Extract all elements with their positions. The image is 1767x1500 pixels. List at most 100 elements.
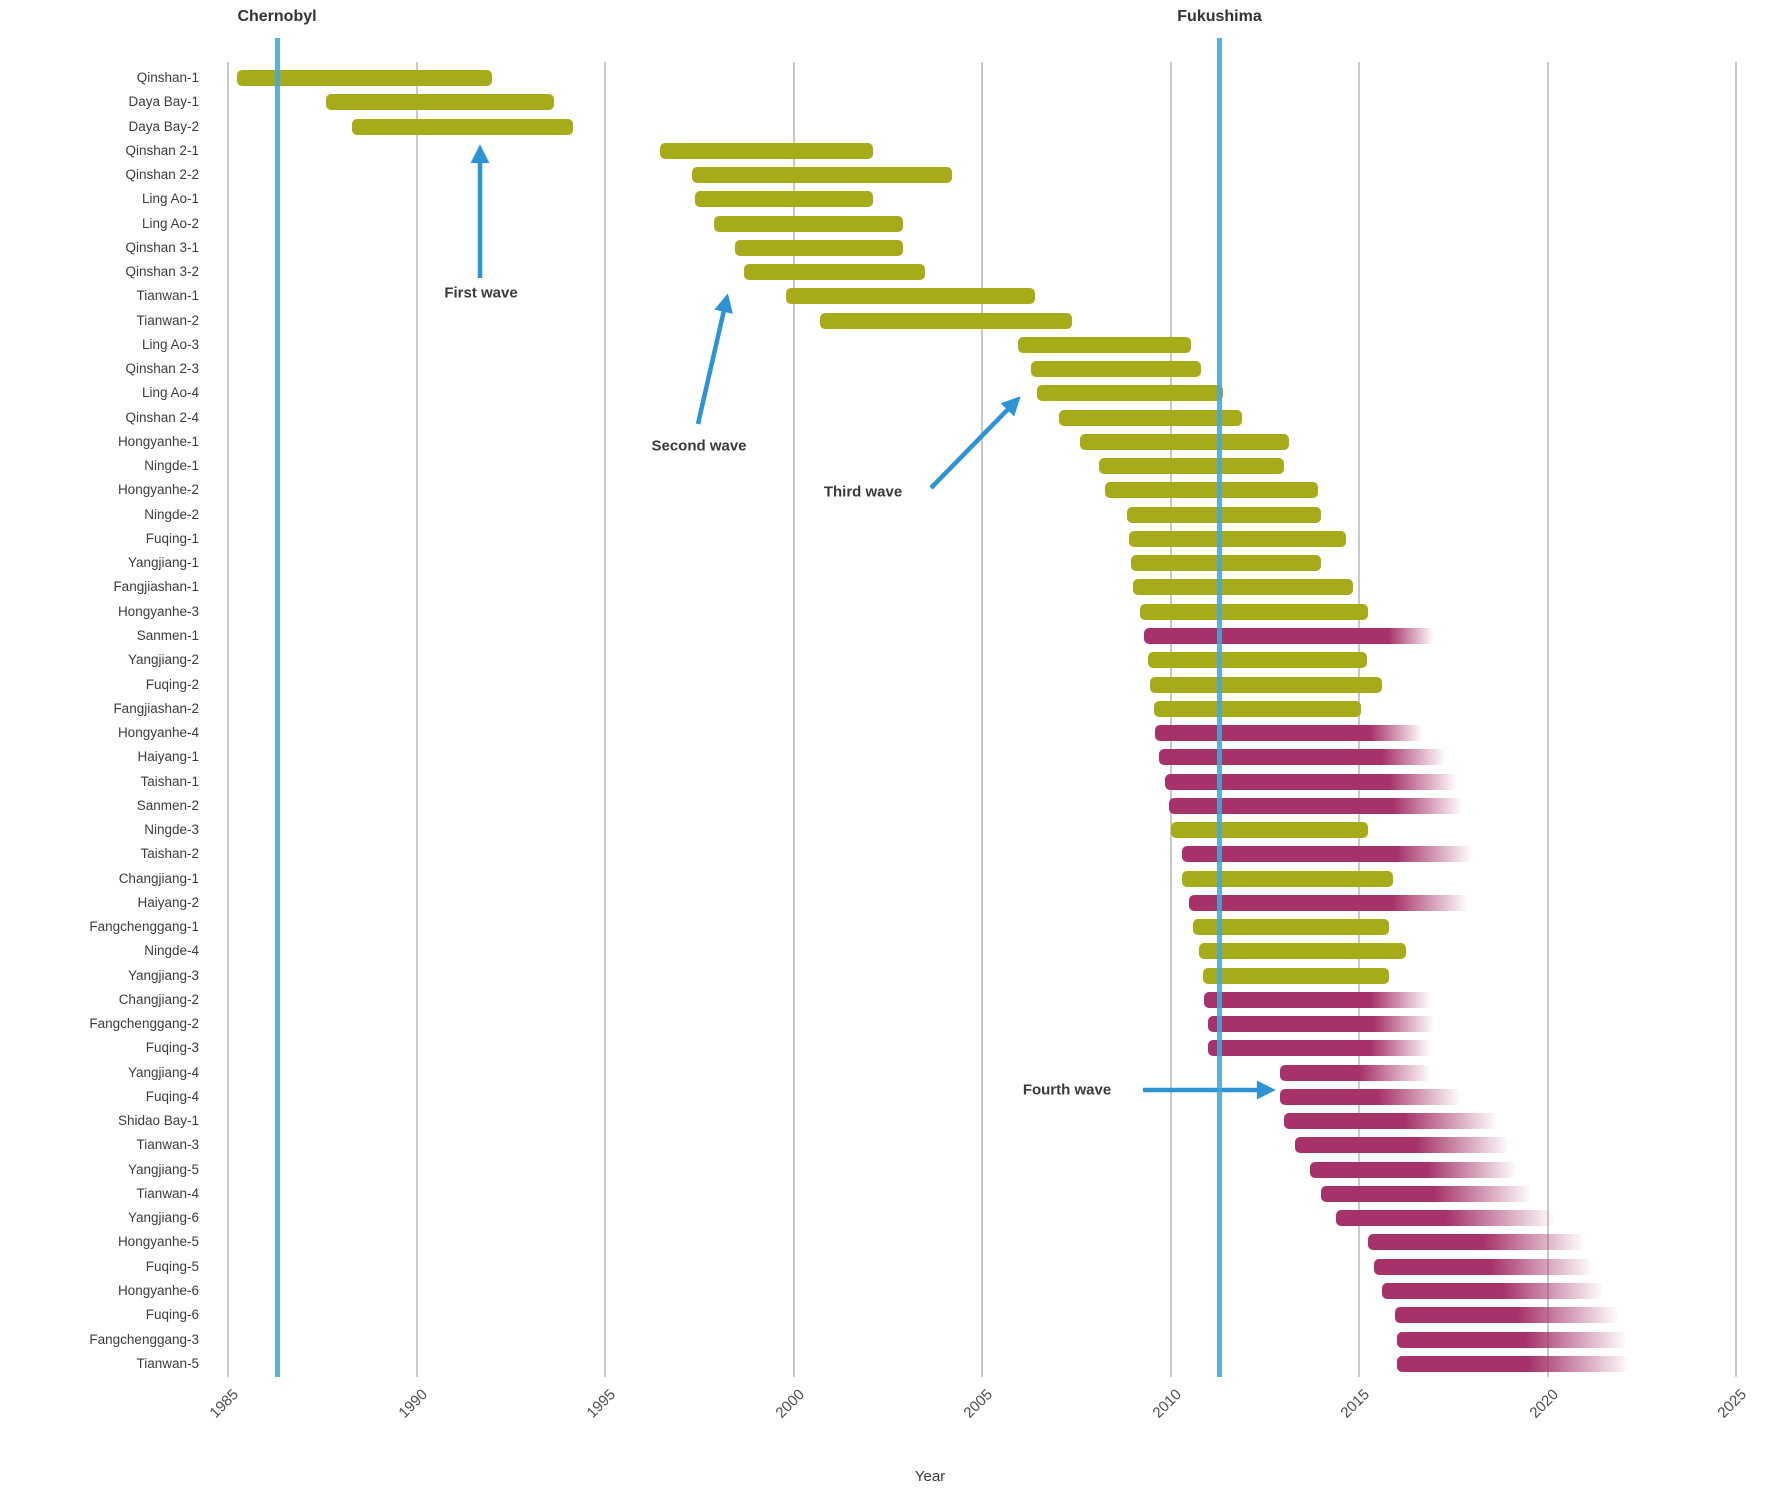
y-axis-label: Changjiang-1	[118, 870, 199, 886]
y-axis-label: Qinshan 3-2	[125, 264, 199, 280]
y-axis-label: Daya Bay-1	[128, 94, 199, 110]
gridline-2025	[1735, 62, 1737, 1377]
y-axis-label: Fangjiashan-1	[113, 579, 199, 595]
y-axis-label: Shidao Bay-1	[117, 1113, 199, 1129]
y-axis-label: Tianwan-3	[136, 1137, 199, 1153]
bar-tianwan-4	[1321, 1185, 1533, 1202]
bar-sanmen-1	[1144, 627, 1435, 644]
y-axis-label: Hongyanhe-6	[117, 1283, 199, 1298]
y-axis-label: Fuqing-3	[145, 1040, 199, 1056]
y-axis-label: Ling Ao-1	[141, 191, 199, 207]
bar-qinshan-1	[237, 70, 492, 86]
bar-shidao-bay-1	[1283, 1113, 1499, 1130]
gridline-2015	[1358, 62, 1360, 1377]
bar-haiyang-2	[1189, 894, 1469, 911]
bar-hongyanhe-5	[1368, 1234, 1586, 1251]
bar-hongyanhe-1	[1080, 433, 1290, 450]
y-axis-label: Ling Ao-4	[141, 385, 199, 401]
y-axis-label: Yangjiang-2	[127, 652, 199, 668]
y-axis-label: Fangchenggang-2	[89, 1016, 199, 1032]
y-axis-label: Fuqing-2	[145, 676, 199, 692]
y-axis-label: Hongyanhe-2	[117, 482, 199, 498]
bar-tianwan-2	[819, 312, 1073, 329]
bar-taishan-2	[1181, 846, 1473, 863]
bar-qinshan-3-2	[744, 264, 926, 281]
bar-tianwan-5	[1396, 1355, 1631, 1372]
bar-yangjiang-6	[1336, 1210, 1556, 1227]
y-axis-label: Haiyang-1	[137, 749, 199, 765]
bar-fuqing-4	[1279, 1088, 1461, 1105]
y-axis-label: Fuqing-5	[145, 1258, 199, 1274]
event-label-chernobyl: Chernobyl	[237, 8, 317, 25]
event-line-fukushima	[1217, 38, 1222, 1377]
y-axis-label: Taishan-2	[140, 846, 199, 862]
y-axis-label: Fuqing-4	[145, 1088, 199, 1104]
y-axis-label: Hongyanhe-3	[117, 603, 199, 619]
y-axis-label: Yangjiang-3	[127, 967, 199, 983]
y-axis-label: Ningde-1	[144, 458, 199, 474]
bar-fuqing-3	[1208, 1040, 1431, 1057]
bar-hongyanhe-6	[1381, 1283, 1605, 1299]
y-axis-label: Hongyanhe-5	[117, 1234, 199, 1250]
y-axis-label: Haiyang-2	[137, 894, 199, 910]
y-axis-label: Yangjiang-6	[127, 1210, 199, 1226]
y-axis-label: Tianwan-5	[136, 1355, 199, 1371]
y-axis-label: Changjiang-2	[118, 991, 199, 1007]
bar-fangchenggang-3	[1396, 1331, 1627, 1348]
bar-changjiang-2	[1204, 991, 1431, 1008]
gridline-2000	[792, 62, 795, 1377]
event-line-chernobyl	[274, 38, 280, 1377]
bar-hongyanhe-2	[1104, 482, 1318, 499]
y-axis-label: Fangjiashan-2	[113, 700, 199, 716]
y-axis-label: Yangjiang-1	[127, 555, 199, 571]
bar-haiyang-1	[1159, 749, 1446, 766]
bar-yangjiang-2	[1147, 652, 1367, 669]
bar-yangjiang-3	[1202, 967, 1390, 984]
bar-fuqing-5	[1374, 1258, 1593, 1275]
y-axis-label: Ningde-3	[144, 822, 199, 838]
bar-changjiang-1	[1181, 870, 1393, 887]
bar-fangjiashan-1	[1132, 579, 1354, 596]
bar-daya-bay-1	[326, 94, 555, 111]
gridline-1995	[604, 62, 606, 1377]
y-axis-label: Qinshan 2-3	[125, 361, 199, 377]
y-axis-label: Fuqing-1	[145, 530, 199, 546]
bar-tianwan-1	[785, 288, 1035, 305]
y-axis-label: Ling Ao-3	[141, 336, 199, 352]
bar-fuqing-2	[1149, 676, 1382, 693]
y-axis-label: Ling Ao-2	[141, 215, 199, 231]
y-axis-label: Qinshan-1	[136, 70, 199, 85]
bar-hongyanhe-3	[1140, 603, 1369, 620]
bar-ningde-2	[1127, 506, 1322, 523]
bar-qinshan-2-3	[1031, 361, 1201, 378]
bar-fangjiashan-2	[1153, 700, 1361, 717]
bar-yangjiang-1	[1130, 555, 1322, 572]
bar-fangchenggang-1	[1193, 919, 1390, 936]
y-axis-label: Yangjiang-5	[127, 1161, 199, 1177]
y-axis-label: Sanmen-1	[136, 627, 199, 643]
bar-tianwan-3	[1294, 1137, 1510, 1154]
y-axis-label: Tianwan-2	[136, 312, 199, 328]
bar-ling-ao-2	[714, 215, 903, 232]
y-axis-label: Qinshan 3-1	[125, 239, 199, 255]
bar-fuqing-6	[1394, 1307, 1620, 1324]
annotation-label: Second wave	[651, 437, 747, 455]
y-axis-label: Qinshan 2-4	[125, 409, 199, 425]
y-axis-label: Qinshan 2-1	[125, 142, 199, 158]
arrow-third-wave	[929, 396, 1021, 490]
y-axis-label: Taishan-1	[140, 773, 199, 789]
bar-qinshan-3-1	[735, 239, 903, 256]
y-axis-label: Yangjiang-4	[127, 1064, 199, 1080]
annotation-label: Fourth wave	[1022, 1081, 1112, 1099]
arrow-second-wave	[695, 293, 733, 425]
bar-yangjiang-4	[1279, 1064, 1431, 1081]
event-label-fukushima: Fukushima	[1177, 8, 1262, 25]
bar-qinshan-2-1	[659, 142, 873, 159]
bar-fangchenggang-2	[1208, 1016, 1435, 1033]
gridline-2005	[981, 62, 983, 1377]
y-axis-label: Hongyanhe-1	[117, 433, 199, 449]
gridline-1990	[415, 62, 418, 1377]
y-axis-label: Ningde-2	[144, 506, 199, 522]
